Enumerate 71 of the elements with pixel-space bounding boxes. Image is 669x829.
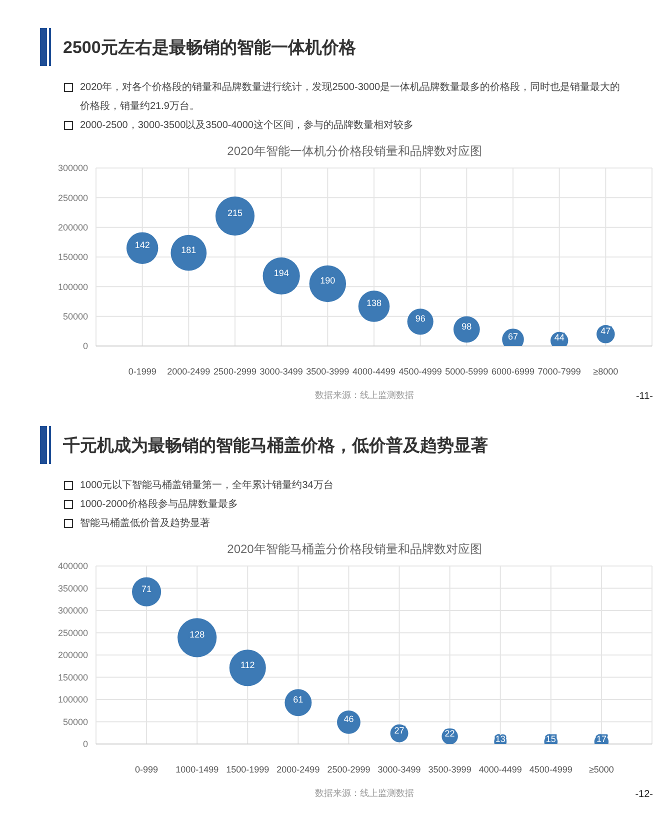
data-label: 181 — [181, 244, 196, 255]
x-tick-label: 7000-7999 — [538, 366, 581, 376]
x-tick-label: 2500-2999 — [327, 764, 370, 774]
chart-title: 千元机成为最畅销的智能马桶盖价格，低价普及趋势显著 — [63, 434, 488, 456]
chart-title: 2500元左右是最畅销的智能一体机价格 — [63, 36, 356, 58]
y-tick-label: 100000 — [58, 282, 88, 292]
x-tick-label: 4000-4499 — [478, 764, 522, 774]
x-tick-label: 2500-2999 — [213, 366, 257, 376]
data-label: 61 — [293, 694, 304, 705]
chart-subtitle: 2020年智能一体机分价格段销量和品牌数对应图 — [226, 143, 483, 160]
data-label: 15 — [546, 734, 556, 744]
x-tick-label: 1000-1499 — [176, 764, 219, 774]
source-note: 数据来源：线上监测数据 — [315, 788, 414, 798]
text: 2000-2500，3000-3500以及3500-4000这个区间，参与的品牌数量相对较多 — [80, 118, 414, 133]
y-tick-label: 250000 — [58, 192, 88, 203]
text: 2020年，对各个价格段的销量和品牌数量进行统计，发现2500-3000是一体机品牌数量最多的价格段，同时也是销量最大的价格段，销量约21.9万台。 — [80, 80, 621, 114]
data-label: 128 — [190, 630, 205, 640]
y-tick-label: 200000 — [58, 650, 88, 660]
x-tick-label: 5000-5999 — [445, 366, 488, 376]
x-tick-label: 2000-2499 — [167, 366, 210, 376]
x-tick-label: ≥8000 — [593, 366, 618, 376]
data-label: 98 — [462, 321, 472, 332]
y-tick-label: 50000 — [62, 312, 88, 322]
y-tick-label: 0 — [82, 739, 88, 750]
text: 智能马桶盖低价普及趋势显著 — [80, 516, 210, 531]
x-tick-label: 3500-3999 — [428, 764, 472, 774]
text: -11- — [636, 391, 653, 402]
data-label: 46 — [344, 714, 354, 724]
x-tick-label: 6000-6999 — [491, 366, 535, 376]
x-tick-label: ≥5000 — [588, 764, 614, 774]
data-label: 194 — [274, 268, 289, 278]
y-tick-label: 50000 — [62, 716, 88, 727]
data-label: 96 — [415, 314, 426, 324]
x-tick-label: 4000-4499 — [352, 366, 396, 376]
text: 1000-2000价格段参与品牌数量最多 — [80, 498, 238, 512]
x-tick-label: 3000-3499 — [260, 366, 303, 376]
source-note: 数据来源：线上监测数据 — [315, 390, 414, 400]
x-tick-label: 4500-4999 — [529, 764, 572, 774]
x-tick-label: 3500-3999 — [306, 366, 350, 376]
data-label: 44 — [554, 332, 564, 343]
data-label: 13 — [495, 734, 506, 744]
y-tick-label: 200000 — [58, 222, 88, 233]
data-label: 47 — [600, 326, 611, 336]
data-label: 190 — [320, 276, 336, 286]
x-tick-label: 0-999 — [135, 764, 158, 774]
y-tick-label: 150000 — [58, 672, 88, 682]
y-tick-label: 300000 — [58, 163, 88, 174]
data-label: 67 — [508, 331, 518, 342]
y-tick-label: 0 — [82, 341, 88, 352]
data-label: 142 — [134, 240, 150, 250]
data-label: 112 — [240, 660, 255, 670]
data-label: 71 — [142, 584, 152, 594]
y-tick-label: 300000 — [58, 606, 88, 616]
data-label: 17 — [596, 734, 606, 744]
data-label: 27 — [394, 725, 404, 736]
chart-subtitle: 2020年智能马桶盖分价格段销量和品牌数对应图 — [226, 541, 483, 558]
y-tick-label: 150000 — [58, 252, 88, 262]
y-tick-label: 400000 — [58, 561, 88, 572]
y-tick-label: 350000 — [58, 583, 88, 594]
y-tick-label: 250000 — [58, 628, 88, 638]
x-tick-label: 2000-2499 — [276, 764, 320, 774]
data-label: 215 — [227, 208, 243, 218]
x-tick-label: 0-1999 — [128, 366, 156, 376]
data-label: 138 — [366, 298, 382, 308]
x-tick-label: 4500-4999 — [398, 366, 442, 376]
y-tick-label: 100000 — [58, 694, 88, 705]
data-label: 22 — [444, 728, 455, 738]
text: 1000元以下智能马桶盖销量第一，全年累计销量约34万台 — [80, 478, 334, 493]
text: -12- — [635, 789, 653, 800]
x-tick-label: 1500-1999 — [226, 764, 270, 774]
x-tick-label: 3000-3499 — [378, 764, 421, 774]
